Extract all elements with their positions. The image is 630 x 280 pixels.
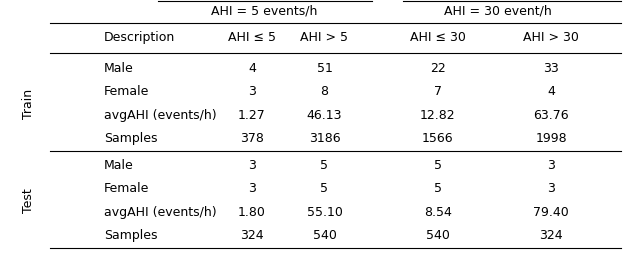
Text: 46.13: 46.13 [307,109,342,122]
Text: Train: Train [22,88,35,119]
Text: 33: 33 [543,62,559,75]
Text: 55.10: 55.10 [307,206,342,219]
Text: 540: 540 [426,229,450,242]
Text: 51: 51 [316,62,333,75]
Text: 22: 22 [430,62,445,75]
Text: 5: 5 [321,159,328,172]
Text: 5: 5 [434,159,442,172]
Text: Description: Description [104,31,175,44]
Text: 12.82: 12.82 [420,109,455,122]
Text: AHI > 30: AHI > 30 [524,31,579,44]
Text: Samples: Samples [104,132,158,145]
Text: AHI = 5 events/h: AHI = 5 events/h [212,5,318,18]
Text: 3: 3 [248,182,256,195]
Text: 1998: 1998 [536,132,567,145]
Text: AHI ≤ 30: AHI ≤ 30 [410,31,466,44]
Text: 3: 3 [248,85,256,99]
Text: Test: Test [22,188,35,213]
Text: Male: Male [104,62,134,75]
Text: 1566: 1566 [422,132,454,145]
Text: 540: 540 [312,229,336,242]
Text: AHI = 30 event/h: AHI = 30 event/h [444,5,552,18]
Text: 1.27: 1.27 [238,109,266,122]
Text: 8.54: 8.54 [424,206,452,219]
Text: 79.40: 79.40 [534,206,569,219]
Text: Samples: Samples [104,229,158,242]
Text: 1.80: 1.80 [238,206,266,219]
Text: 7: 7 [434,85,442,99]
Text: AHI > 5: AHI > 5 [301,31,348,44]
Text: Male: Male [104,159,134,172]
Text: Female: Female [104,85,149,99]
Text: Female: Female [104,182,149,195]
Text: 3: 3 [547,159,555,172]
Text: 378: 378 [240,132,264,145]
Text: 5: 5 [321,182,328,195]
Text: 3: 3 [547,182,555,195]
Text: 3: 3 [248,159,256,172]
Text: 5: 5 [434,182,442,195]
Text: 4: 4 [547,85,555,99]
Text: 8: 8 [321,85,328,99]
Text: avgAHI (events/h): avgAHI (events/h) [104,109,217,122]
Text: AHI ≤ 5: AHI ≤ 5 [228,31,276,44]
Text: 63.76: 63.76 [534,109,569,122]
Text: avgAHI (events/h): avgAHI (events/h) [104,206,217,219]
Text: 4: 4 [248,62,256,75]
Text: 324: 324 [539,229,563,242]
Text: 3186: 3186 [309,132,340,145]
Text: 324: 324 [240,229,264,242]
